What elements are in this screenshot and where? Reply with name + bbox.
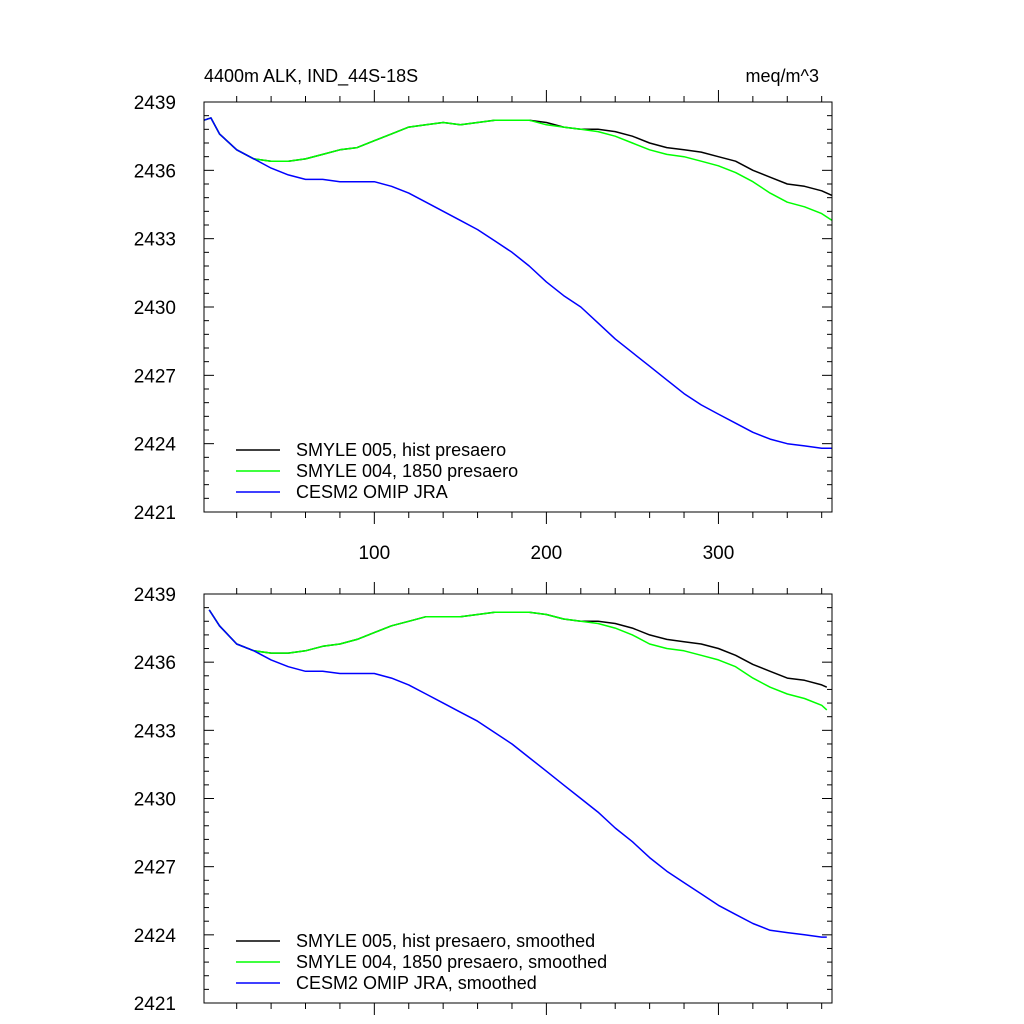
y-tick-label: 2430 <box>134 790 176 811</box>
y-tick-label: 2436 <box>134 161 176 182</box>
legend-label: SMYLE 004, 1850 presaero <box>296 461 518 481</box>
legend-label: SMYLE 005, hist presaero <box>296 440 506 460</box>
legend-label: CESM2 OMIP JRA, smoothed <box>296 973 537 993</box>
x-tick-label: 100 <box>358 543 390 564</box>
y-tick-label: 2433 <box>134 230 176 251</box>
y-tick-label: 2421 <box>134 994 176 1015</box>
series-line-1 <box>208 609 828 711</box>
series-line-1 <box>203 117 833 222</box>
legend-label: CESM2 OMIP JRA <box>296 482 448 502</box>
y-tick-label: 2433 <box>134 721 176 742</box>
top-chart-panel: 4400m ALK, IND_44S-18S meq/m^3 2421 2424 2… <box>134 66 833 564</box>
y-tick-label: 2421 <box>134 503 176 524</box>
y-tick-label: 2430 <box>134 298 176 319</box>
y-tick-label: 2439 <box>134 93 176 114</box>
y-tick-label: 2427 <box>134 366 176 387</box>
y-tick-label: 2436 <box>134 653 176 674</box>
x-tick-label: 200 <box>531 543 563 564</box>
series-line-0 <box>203 117 833 197</box>
y-tick-label: 2427 <box>134 858 176 879</box>
series-line-2 <box>203 117 832 449</box>
bottom-chart-panel: 2421 2424 2427 2430 2433 2436 2439 SMYLE 005, … <box>134 582 833 1015</box>
x-tick-label: 300 <box>703 543 735 564</box>
chart-title-left: 4400m ALK, IND_44S-18S <box>204 66 418 87</box>
y-tick-label: 2424 <box>134 926 177 947</box>
legend-label: SMYLE 005, hist presaero, smoothed <box>296 931 595 951</box>
y-tick-label: 2439 <box>134 585 176 606</box>
y-tick-label: 2424 <box>134 435 177 456</box>
series-line-0 <box>208 609 828 688</box>
series-line-2 <box>208 609 827 938</box>
legend: SMYLE 005, hist presaero, smoothedSMYLE … <box>236 931 607 993</box>
chart-units-label: meq/m^3 <box>746 66 819 86</box>
legend-label: SMYLE 004, 1850 presaero, smoothed <box>296 952 607 972</box>
